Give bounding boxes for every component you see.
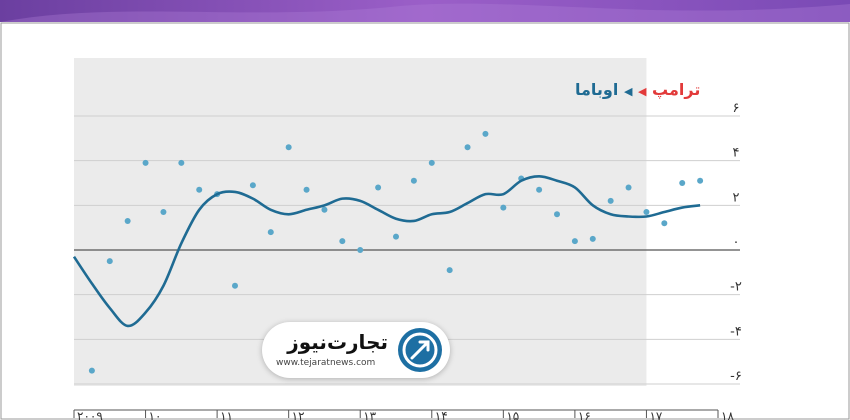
scatter-point [410,177,417,184]
y-tick-label: -۲ [730,280,742,295]
scatter-point [589,235,596,242]
scatter-point [697,177,704,184]
scatter-point [393,233,399,240]
x-tick-label: ۱۵ [506,409,519,420]
scatter-point [339,238,346,245]
legend-obama-marker: ◀ [623,85,633,98]
scatter-point [428,159,435,166]
scatter-point [178,159,185,166]
y-tick-label: -۴ [730,324,742,339]
watermark-logo: تجارت‌نیوز www.tejaratnews.com [262,322,450,378]
scatter-point [536,186,543,193]
chart: ۲۰۰۹ ۱۰ ۱۱ ۱۲ ۱۳ ۱۴ ۱۵ ۱۶ ۱۷ ۱۸ ۶ ۴ ۲ ۰ -۲ -۴ -۶ [0,22,850,420]
scatter-point [232,282,238,289]
scatter-point [500,204,507,211]
scatter-point [643,209,650,216]
legend: ترامپ ◀ ◀ اوباما [575,80,700,99]
x-tick-label: ۱۴ [435,409,448,420]
scatter-point [88,367,95,374]
scatter-point [196,186,203,193]
scatter-point [571,238,578,245]
scatter-point [357,247,364,253]
scatter-point [267,229,274,236]
scatter-point [160,209,167,216]
legend-obama: اوباما [575,80,619,99]
y-tick-label: ۲ [733,190,740,205]
scatter-point [464,144,471,151]
legend-trump-marker: ◀ [637,85,647,98]
scatter-point [554,211,560,218]
x-tick-label: ۱۷ [649,409,662,420]
scatter-point [321,206,328,213]
logo-name: تجارت‌نیوز [287,330,388,354]
x-tick-label: ۲۰۰۹ [77,409,103,420]
chart-frame: ۲۰۰۹ ۱۰ ۱۱ ۱۲ ۱۳ ۱۴ ۱۵ ۱۶ ۱۷ ۱۸ ۶ ۴ ۲ ۰ -۲ -۴ -۶ ترامپ … [0,22,850,420]
scatter-point [285,144,292,151]
x-tick-label: ۱۰ [149,409,162,420]
x-tick-label: ۱۶ [578,409,591,420]
scatter-point [661,220,668,227]
legend-trump: ترامپ [652,80,701,99]
scatter-point [625,184,632,191]
scatter-point [375,184,382,191]
header-banner [0,0,850,22]
y-tick-label: ۶ [733,101,740,116]
scatter-point [124,217,131,224]
scatter-point [142,159,149,166]
scatter-point [303,186,310,193]
y-tick-label: -۶ [730,369,742,384]
scatter-point [607,197,614,204]
series-line [72,175,701,328]
x-tick-label: ۱۱ [220,409,233,420]
logo-circle-icon [398,328,442,372]
scatter-point [446,267,453,274]
x-tick-label: ۱۸ [721,409,734,420]
scatter-point [106,258,113,265]
scatter-point [679,180,686,186]
x-tick-label: ۱۳ [363,409,376,420]
scatter-point [482,130,489,137]
y-tick-label: ۰ [733,235,740,250]
scatter-point [249,182,256,189]
logo-url: www.tejaratnews.com [276,358,376,368]
y-tick-label: ۴ [733,146,740,161]
x-tick-label: ۱۲ [292,409,305,420]
